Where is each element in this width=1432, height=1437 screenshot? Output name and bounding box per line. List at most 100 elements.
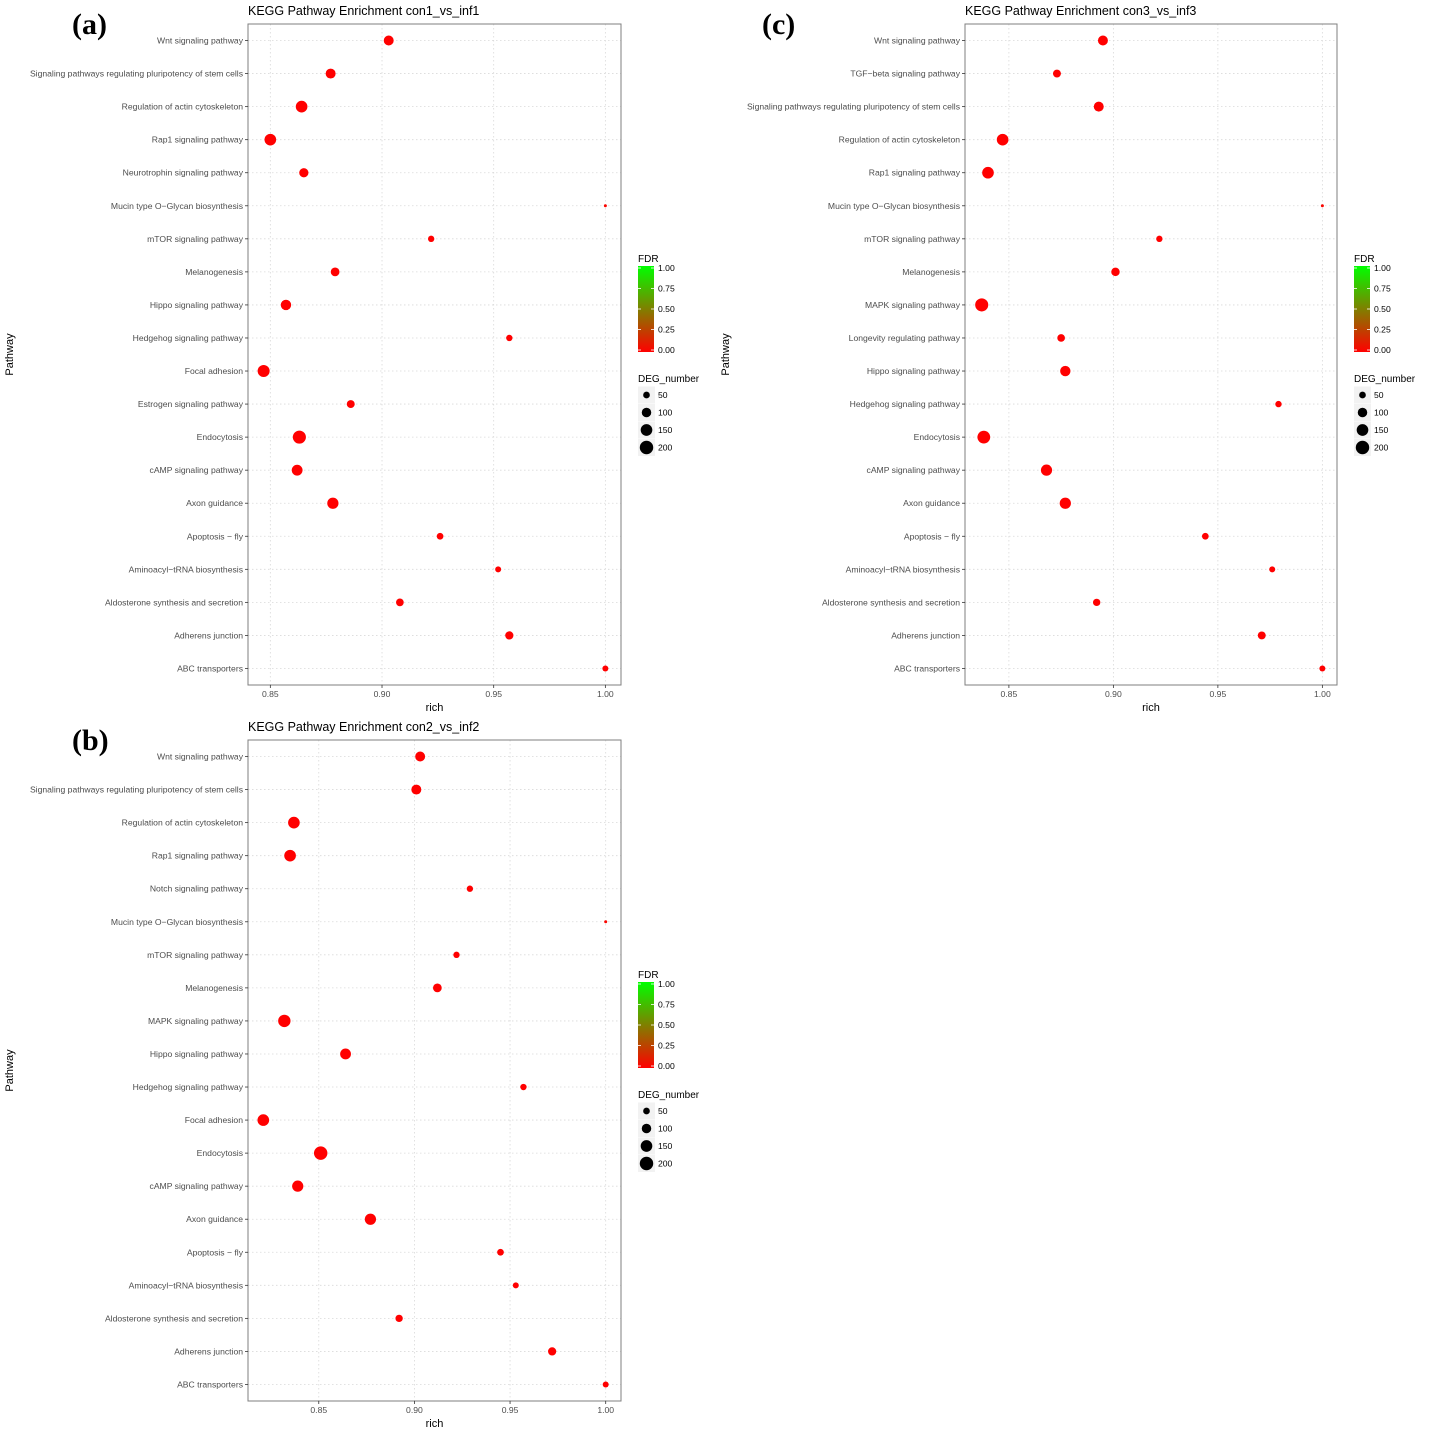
size-legend-circle [643, 391, 650, 399]
data-point [257, 365, 270, 378]
size-legend-circle [1356, 424, 1369, 436]
data-point [278, 1014, 291, 1028]
plot-border [964, 23, 1338, 686]
y-tick-label: Hedgehog signaling pathway [133, 333, 244, 343]
data-point [1111, 267, 1120, 277]
data-point [466, 885, 474, 892]
data-point [604, 920, 608, 924]
y-tick-label: Neurotrophin signaling pathway [123, 168, 244, 178]
data-point [982, 166, 994, 179]
data-point [1057, 334, 1065, 342]
x-tick-label: 0.85 [310, 1405, 327, 1415]
x-tick-label: 0.95 [485, 689, 502, 699]
data-point [292, 1180, 304, 1192]
size-legend-circle [640, 1140, 653, 1152]
y-tick-label: Rap1 signaling pathway [152, 851, 244, 861]
data-point [495, 566, 502, 573]
x-tick-label: 1.00 [597, 1405, 614, 1415]
y-tick-label: cAMP signaling pathway [150, 1181, 244, 1191]
y-tick-label: Regulation of actin cytoskeleton [839, 135, 961, 145]
panel-label: (b) [72, 724, 109, 757]
data-point [427, 235, 435, 243]
y-tick-label: Endocytosis [914, 432, 960, 442]
fdr-legend-label: 0.25 [658, 325, 675, 335]
y-tick-label: Wnt signaling pathway [157, 36, 244, 46]
data-point [299, 168, 309, 178]
data-point [1320, 204, 1324, 208]
size-legend-label: 50 [658, 390, 668, 400]
y-tick-label: Estrogen signaling pathway [138, 399, 244, 409]
y-tick-label: MAPK signaling pathway [865, 300, 961, 310]
size-legend-circle [641, 407, 652, 418]
data-point [264, 133, 277, 146]
y-tick-label: mTOR signaling pathway [147, 234, 244, 244]
x-tick-label: 0.90 [406, 1405, 423, 1415]
data-point [1093, 101, 1104, 112]
y-tick-label: Hippo signaling pathway [150, 1049, 244, 1059]
plot-background [965, 24, 1337, 685]
y-tick-label: Endocytosis [197, 432, 243, 442]
fdr-legend-label: 0.75 [1374, 284, 1391, 294]
data-point [602, 665, 609, 672]
x-axis-label: rich [426, 1418, 444, 1430]
data-point [1201, 532, 1209, 540]
chart-title: KEGG Pathway Enrichment con3_vs_inf3 [965, 4, 1196, 18]
y-axis-label: Pathway [720, 333, 732, 376]
y-tick-label: mTOR signaling pathway [864, 234, 961, 244]
fdr-legend-title: FDR [638, 970, 659, 981]
size-legend-title: DEG_number [638, 1090, 700, 1101]
y-tick-label: Aminoacyl−tRNA biosynthesis [129, 564, 243, 574]
data-point [603, 204, 607, 208]
y-tick-label: cAMP signaling pathway [150, 465, 244, 475]
data-point [280, 299, 292, 311]
data-point [1319, 665, 1326, 672]
y-tick-label: Apoptosis − fly [187, 531, 244, 541]
fdr-colorbar [638, 266, 654, 352]
y-tick-label: ABC transporters [177, 663, 243, 673]
x-axis-label: rich [426, 702, 444, 714]
data-point [327, 497, 339, 509]
data-point [1257, 631, 1266, 640]
data-point [520, 1083, 527, 1091]
fdr-legend-label: 0.75 [658, 1000, 675, 1010]
size-legend-circle [639, 1156, 654, 1171]
data-point [512, 1282, 519, 1289]
size-legend-label: 100 [658, 408, 673, 418]
fdr-colorbar [638, 982, 654, 1068]
y-tick-label: Wnt signaling pathway [874, 36, 961, 46]
data-point [548, 1347, 557, 1356]
data-point [291, 464, 303, 476]
panel-b: (b) KEGG Pathway Enrichment con2_vs_inf2… [0, 716, 716, 1432]
chart-title: KEGG Pathway Enrichment con2_vs_inf2 [248, 720, 479, 734]
x-tick-label: 0.95 [1210, 689, 1227, 699]
y-axis-label: Pathway [4, 1049, 16, 1092]
fdr-colorbar [1354, 266, 1370, 352]
panel-label: (c) [762, 8, 796, 41]
fdr-legend-label: 1.00 [658, 979, 675, 989]
y-tick-label: Mucin type O−Glycan biosynthesis [828, 201, 960, 211]
y-tick-label: Hedgehog signaling pathway [133, 1082, 244, 1092]
y-tick-label: Regulation of actin cytoskeleton [122, 818, 244, 828]
fdr-legend-label: 0.50 [658, 304, 675, 314]
y-tick-label: Focal adhesion [185, 366, 244, 376]
fdr-legend-label: 1.00 [1374, 263, 1391, 273]
data-point [602, 1381, 609, 1388]
size-legend-label: 200 [658, 443, 673, 453]
data-point [292, 430, 306, 444]
data-point [505, 631, 514, 640]
size-legend-label: 100 [1374, 408, 1389, 418]
fdr-legend-label: 0.00 [658, 345, 675, 355]
y-tick-label: Endocytosis [197, 1148, 243, 1158]
y-tick-label: ABC transporters [177, 1379, 243, 1389]
y-tick-label: Hedgehog signaling pathway [850, 399, 961, 409]
data-point [383, 35, 394, 46]
x-tick-label: 0.90 [374, 689, 391, 699]
fdr-legend-label: 0.25 [658, 1041, 675, 1051]
y-tick-label: Melanogenesis [185, 267, 243, 277]
y-tick-label: Melanogenesis [185, 983, 243, 993]
data-point [1269, 566, 1276, 573]
y-tick-label: mTOR signaling pathway [147, 950, 244, 960]
data-point [1052, 69, 1061, 78]
fdr-legend-label: 0.25 [1374, 325, 1391, 335]
data-point [411, 784, 422, 795]
